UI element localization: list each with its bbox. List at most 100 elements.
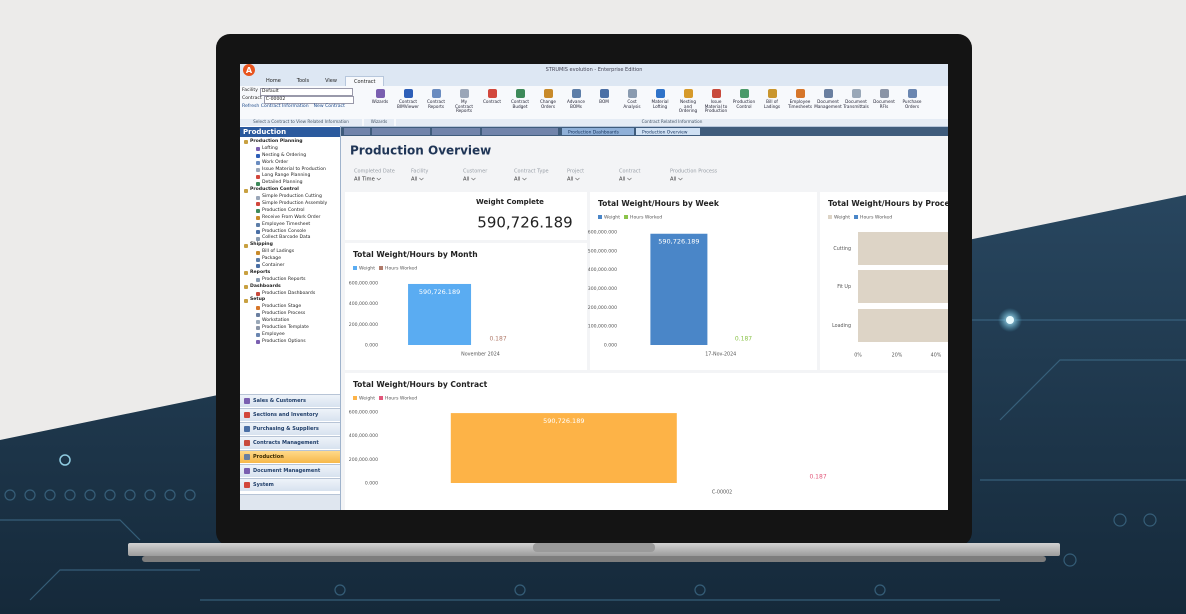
tree-item[interactable]: Production Template (240, 325, 340, 332)
button-label: Material Lofting (651, 99, 669, 109)
tree-item[interactable]: Production Process (240, 311, 340, 318)
value-label: 590,726.189 (658, 238, 699, 246)
tree-item[interactable]: Lofting (240, 146, 340, 153)
y-tick-label: 200,000.000 (349, 457, 378, 463)
item-icon (256, 195, 260, 200)
tree-item[interactable]: Container (240, 263, 340, 270)
module-button[interactable]: Sections and Inventory (240, 408, 340, 421)
item-label: Collect Barcode Data (262, 235, 311, 241)
button-label: BOM (599, 99, 609, 104)
tree-item[interactable]: Production Dashboards (240, 291, 340, 298)
glow-dot (1006, 316, 1014, 324)
tree-item[interactable]: Issue Material to Production (240, 167, 340, 174)
item-label: Employee (262, 331, 285, 337)
module-button[interactable]: Sales & Customers (240, 394, 340, 407)
tree-group[interactable]: Setup (240, 297, 340, 304)
item-label: Production Control (262, 207, 305, 213)
blurred-tab (432, 128, 480, 135)
tree-item[interactable]: Employee Timesheet (240, 222, 340, 229)
ribbon-button[interactable]: Bill of Ladings (760, 89, 784, 109)
tree-item[interactable]: Employee (240, 332, 340, 339)
ribbon-tab[interactable]: Tools (296, 78, 310, 84)
ribbon-button[interactable]: Nesting and Ordering (676, 89, 700, 114)
module-button[interactable]: Production (240, 450, 340, 463)
ribbon-button[interactable]: BOM (592, 89, 616, 105)
module-button[interactable]: Document Management (240, 464, 340, 477)
ribbon-button[interactable]: Issue Material to Production (704, 89, 728, 114)
module-icon (244, 440, 250, 446)
legend-label: Weight (834, 215, 850, 221)
ribbon-button[interactable]: Document Management (814, 89, 842, 109)
tree-group[interactable]: Production Planning (240, 139, 340, 146)
ribbon-button[interactable]: Wizards (368, 89, 392, 105)
value-label: 0.187 (735, 335, 752, 342)
y-tick-label: Cutting (833, 246, 851, 252)
ribbon-button[interactable]: Cost Analysis (620, 89, 644, 109)
tree-item[interactable]: Collect Barcode Data (240, 235, 340, 242)
ribbon-tab[interactable]: Contract (344, 76, 385, 87)
ribbon-button[interactable]: Contract BIMViewer (396, 89, 420, 109)
ribbon-button[interactable]: Contract Budget (508, 89, 532, 109)
tree-item[interactable]: Production Stage (240, 304, 340, 311)
tree-item[interactable]: Simple Production Assembly (240, 201, 340, 208)
tree-item[interactable]: Bill of Ladings (240, 249, 340, 256)
page-tab[interactable] (636, 128, 700, 135)
ribbon-button[interactable]: Change Orders (536, 89, 560, 109)
tree-group[interactable]: Reports (240, 270, 340, 277)
button-label: Contract Budget (510, 99, 529, 109)
ribbon-button[interactable]: Document RFIs (872, 89, 896, 109)
filter-value: All (463, 177, 469, 183)
button-icon (571, 89, 581, 98)
ribbon-button[interactable]: Contract Reports (424, 89, 448, 109)
facility-field[interactable]: Default (259, 88, 353, 96)
module-label: Purchasing & Suppliers (253, 426, 319, 432)
page-tab[interactable] (562, 128, 634, 135)
item-label: Simple Production Assembly (262, 201, 328, 207)
module-button[interactable]: System (240, 478, 340, 491)
ribbon-tab[interactable]: Home (266, 78, 281, 84)
tree-item[interactable]: Work Order (240, 160, 340, 167)
group-label: Dashboards (250, 283, 281, 289)
bar (650, 233, 708, 345)
glow-dot (59, 454, 71, 466)
button-label: Nesting and Ordering (678, 99, 698, 114)
ribbon-button[interactable]: Purchase Orders (900, 89, 924, 109)
tree-item[interactable]: Production Reports (240, 277, 340, 284)
ribbon-button[interactable]: Employee Timesheets (788, 89, 812, 109)
tree-item[interactable]: Package (240, 256, 340, 263)
module-button[interactable]: Purchasing & Suppliers (240, 422, 340, 435)
tree-group[interactable]: Shipping (240, 242, 340, 249)
value-label: 590,726.189 (419, 288, 460, 296)
new-contract-button[interactable]: New Contract (313, 104, 345, 109)
tree-item[interactable]: Production Options (240, 339, 340, 346)
y-tick-label: 200,000.000 (588, 305, 617, 311)
module-icon (244, 482, 250, 488)
tree-item[interactable]: Detailed Planning (240, 180, 340, 187)
ribbon-button[interactable]: Document Transmittals (843, 89, 869, 109)
button-icon (767, 89, 777, 98)
ribbon-tab[interactable]: View (325, 78, 337, 84)
tree-item[interactable]: Production Console (240, 229, 340, 236)
tree-item[interactable]: Workstation (240, 318, 340, 325)
item-icon (256, 333, 260, 338)
ribbon-button[interactable]: Contract (480, 89, 504, 105)
ribbon-button[interactable]: Material Lofting (648, 89, 672, 109)
tree-group[interactable]: Dashboards (240, 284, 340, 291)
ribbon-button[interactable]: My Contract Reports (452, 89, 476, 114)
y-tick-label: 100,000.000 (588, 324, 617, 330)
y-tick-label: 200,000.000 (349, 322, 378, 328)
ribbon-button[interactable]: Advance BOMs (564, 89, 588, 109)
tree-group[interactable]: Production Control (240, 187, 340, 194)
tree-item[interactable]: Long Range Planning (240, 173, 340, 180)
tree-item[interactable]: Nesting & Ordering (240, 153, 340, 160)
contract-field[interactable]: C-00002 (263, 96, 354, 104)
legend-swatch (854, 215, 859, 219)
module-button[interactable]: Contracts Management (240, 436, 340, 449)
tree-item[interactable]: Simple Production Cutting (240, 194, 340, 201)
tree-item[interactable]: Production Control (240, 208, 340, 215)
tree-item[interactable]: Receive From Work Order (240, 215, 340, 222)
item-label: Package (262, 256, 282, 262)
ribbon-button[interactable]: Production Control (732, 89, 756, 109)
refresh-button[interactable]: Refresh Contract Information (242, 104, 309, 109)
item-icon (256, 209, 260, 214)
